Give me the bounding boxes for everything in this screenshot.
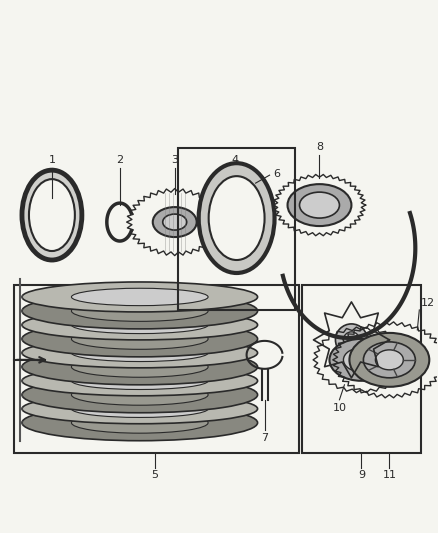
Text: 10: 10 (332, 403, 346, 413)
Text: 1: 1 (49, 155, 56, 165)
Ellipse shape (208, 176, 265, 260)
Ellipse shape (22, 394, 258, 424)
Ellipse shape (22, 338, 258, 368)
Ellipse shape (199, 163, 275, 273)
Ellipse shape (225, 196, 244, 240)
Text: 2: 2 (116, 155, 124, 165)
Bar (14, 285, 299, 453)
Ellipse shape (71, 372, 208, 390)
Ellipse shape (22, 170, 82, 260)
Ellipse shape (71, 301, 208, 321)
Bar (178, 148, 294, 310)
Ellipse shape (375, 350, 403, 370)
Ellipse shape (350, 333, 429, 387)
Ellipse shape (22, 321, 258, 357)
Ellipse shape (71, 288, 208, 305)
Ellipse shape (71, 328, 208, 349)
Ellipse shape (336, 324, 367, 356)
Ellipse shape (287, 184, 351, 226)
Ellipse shape (343, 348, 379, 372)
Ellipse shape (71, 384, 208, 405)
Ellipse shape (71, 316, 208, 334)
Ellipse shape (22, 405, 258, 441)
Ellipse shape (71, 344, 208, 361)
Text: 8: 8 (316, 142, 323, 152)
Text: 11: 11 (382, 470, 396, 480)
Ellipse shape (300, 192, 339, 218)
Ellipse shape (71, 400, 208, 417)
Ellipse shape (71, 357, 208, 377)
Text: 6: 6 (274, 169, 281, 179)
Ellipse shape (29, 179, 75, 251)
Ellipse shape (364, 342, 415, 378)
Bar (301, 285, 421, 453)
Ellipse shape (71, 413, 208, 433)
Text: 4: 4 (231, 155, 238, 165)
Ellipse shape (22, 293, 258, 329)
Ellipse shape (22, 349, 258, 385)
Ellipse shape (163, 214, 187, 230)
Text: 5: 5 (151, 470, 158, 480)
Text: 9: 9 (358, 470, 365, 480)
Ellipse shape (153, 207, 197, 237)
Ellipse shape (343, 332, 360, 348)
Text: 7: 7 (261, 433, 268, 443)
Ellipse shape (329, 339, 393, 381)
Text: 3: 3 (171, 155, 178, 165)
Ellipse shape (22, 366, 258, 396)
Text: 12: 12 (421, 298, 435, 308)
Ellipse shape (22, 282, 258, 312)
Ellipse shape (231, 204, 239, 232)
Ellipse shape (22, 377, 258, 413)
Ellipse shape (22, 310, 258, 340)
